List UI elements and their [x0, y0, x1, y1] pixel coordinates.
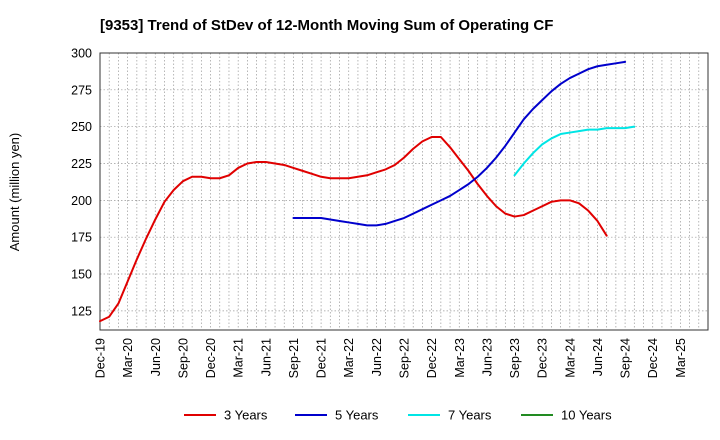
- x-tick-label: Sep-22: [398, 338, 412, 378]
- x-tick-label: Jun-22: [370, 338, 384, 376]
- x-tick-label: Mar-20: [121, 338, 135, 378]
- x-tick-label: Mar-24: [563, 338, 577, 378]
- grid-layer: [100, 52, 708, 330]
- legend-label: 7 Years: [448, 408, 492, 423]
- y-tick-label: 275: [71, 83, 92, 97]
- x-tick-label: Mar-22: [342, 338, 356, 378]
- legend-label: 5 Years: [335, 408, 379, 423]
- x-tick-label: Dec-22: [425, 338, 439, 378]
- x-tick-label: Jun-20: [149, 338, 163, 376]
- y-tick-label: 150: [71, 268, 92, 282]
- y-tick-label: 250: [71, 120, 92, 134]
- x-tick-label: Sep-24: [619, 338, 633, 378]
- series-layer: [99, 60, 636, 323]
- series-line-5-years: [292, 60, 627, 227]
- x-tick-label: Jun-24: [591, 338, 605, 376]
- y-tick-label: 125: [71, 304, 92, 318]
- x-tick-label: Sep-21: [287, 338, 301, 378]
- chart-title: [9353] Trend of StDev of 12-Month Moving…: [100, 17, 553, 34]
- x-tick-label: Mar-21: [232, 338, 246, 378]
- series-line-7-years: [513, 125, 636, 177]
- y-axis-label: Amount (million yen): [7, 133, 22, 252]
- plot-border: [99, 52, 709, 331]
- legend: 3 Years 5 Years 7 Years 10 Years: [184, 408, 612, 423]
- legend-label: 10 Years: [561, 408, 612, 423]
- legend-label: 3 Years: [224, 408, 268, 423]
- x-tick-label: Sep-23: [508, 338, 522, 378]
- x-tick-label: Jun-23: [480, 338, 494, 376]
- y-tick-label: 225: [71, 157, 92, 171]
- x-tick-label: Mar-23: [453, 338, 467, 378]
- x-tick-label: Dec-23: [536, 338, 550, 378]
- axis-layer: 125 150 175 200 225 250 275 300 Dec-19 Mar-20 Jun-…: [71, 47, 709, 378]
- x-tick-label: Dec-19: [94, 338, 108, 378]
- y-tick-label: 175: [71, 231, 92, 245]
- x-tick-label: Dec-24: [646, 338, 660, 378]
- x-tick-label: Dec-21: [315, 338, 329, 378]
- y-tick-label: 200: [71, 194, 92, 208]
- x-tick-label: Sep-20: [176, 338, 190, 378]
- series-line-3-years: [99, 135, 608, 323]
- x-tick-label: Jun-21: [259, 338, 273, 376]
- x-tick-label: Mar-25: [674, 338, 688, 378]
- x-tick-label: Dec-20: [204, 338, 218, 378]
- y-tick-label: 300: [71, 47, 92, 61]
